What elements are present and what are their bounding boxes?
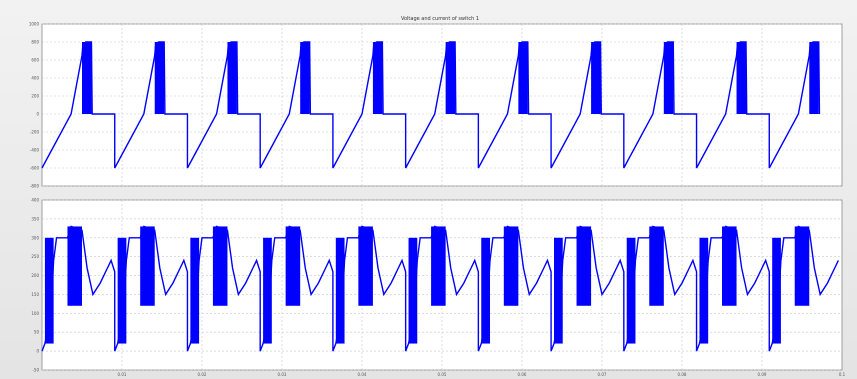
- y-tick-label: 200: [31, 94, 39, 99]
- y-tick-label: 400: [31, 198, 39, 203]
- y-tick-label: 0: [36, 349, 39, 354]
- pwm-block: [576, 226, 592, 306]
- x-tick-label: 0.07: [598, 372, 607, 377]
- x-tick-label: 0.09: [758, 372, 767, 377]
- pwm-block: [809, 42, 819, 114]
- pwm-block: [503, 226, 519, 306]
- y-tick-label: 50: [34, 330, 40, 335]
- pwm-block: [481, 237, 490, 344]
- y-tick-label: -50: [32, 368, 39, 373]
- pwm-block: [445, 42, 456, 114]
- pwm-block: [591, 42, 601, 114]
- y-tick-label: 600: [31, 58, 39, 63]
- pwm-block: [772, 237, 781, 344]
- voltage-panel[interactable]: 1000 800 600 400 200 0 -200 -400 -600 -800: [29, 22, 843, 189]
- pwm-block: [335, 237, 345, 344]
- x-tick-label: 0.06: [518, 372, 527, 377]
- y-tick-label: 300: [31, 235, 39, 240]
- pwm-block: [408, 237, 418, 344]
- pwm-block: [554, 237, 563, 344]
- pwm-block: [794, 226, 810, 306]
- x-tick-label: 0.01: [118, 372, 127, 377]
- x-tick-label: 0.08: [678, 372, 687, 377]
- pwm-block: [372, 42, 383, 114]
- x-tick-label: 0.03: [278, 372, 287, 377]
- pwm-block: [663, 42, 674, 114]
- pwm-block: [212, 226, 228, 306]
- y-tick-label: 400: [31, 76, 39, 81]
- pwm-block: [227, 42, 237, 114]
- pwm-block: [44, 237, 54, 344]
- x-tick-label: 0.05: [438, 372, 447, 377]
- y-tick-label: 800: [31, 40, 39, 45]
- pwm-block: [699, 237, 709, 344]
- y-tick-label: -800: [30, 184, 40, 189]
- x-tick-label: 0.04: [358, 372, 367, 377]
- x-tick-label: 0.1: [839, 372, 846, 377]
- pwm-block: [285, 226, 301, 306]
- pwm-block: [117, 237, 127, 344]
- pwm-block: [82, 42, 92, 114]
- pwm-block: [736, 42, 746, 114]
- y-tick-label: -200: [30, 130, 40, 135]
- y-tick-label: 250: [31, 254, 39, 259]
- pwm-block: [67, 226, 82, 306]
- y-tick-label: -400: [30, 148, 40, 153]
- pwm-block: [431, 226, 446, 306]
- pwm-block: [140, 226, 155, 306]
- pwm-block: [722, 226, 737, 306]
- y-tick-label: 0: [36, 112, 39, 117]
- pwm-block: [649, 226, 664, 306]
- pwm-block: [358, 226, 373, 306]
- pwm-block: [626, 237, 636, 344]
- y-tick-label: 1000: [29, 22, 40, 27]
- pwm-block: [518, 42, 528, 114]
- current-panel[interactable]: 400 350 300 250 200 150 100 50 0 -50 0.01 0.02 0.03 0…: [31, 198, 845, 378]
- x-tick-label: 0.02: [198, 372, 207, 377]
- pwm-block: [263, 237, 272, 344]
- y-tick-label: 100: [31, 311, 39, 316]
- pwm-block: [190, 237, 200, 344]
- pwm-block: [300, 42, 310, 114]
- y-tick-label: 350: [31, 216, 39, 221]
- scope-title: Voltage and current of switch 1: [401, 16, 479, 22]
- pwm-block: [154, 42, 165, 114]
- y-tick-label: 150: [31, 292, 39, 297]
- y-tick-label: -600: [30, 166, 40, 171]
- y-tick-label: 200: [31, 273, 39, 278]
